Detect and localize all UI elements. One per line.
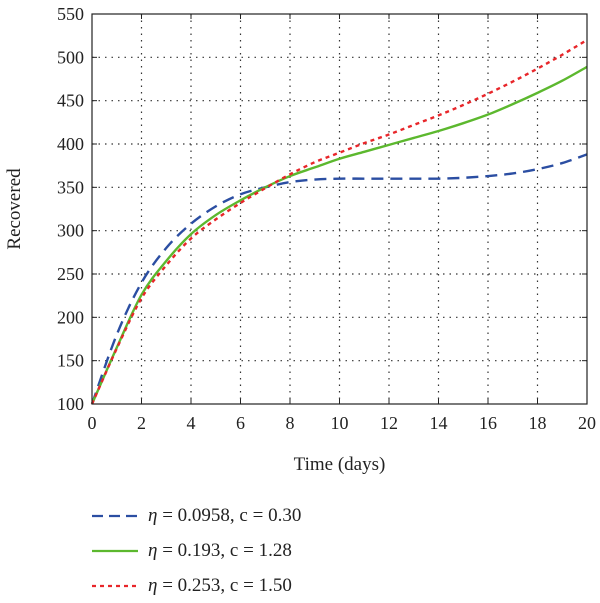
- x-tick-label: 6: [236, 413, 245, 433]
- x-axis-title: Time (days): [294, 454, 386, 475]
- series-line-1: [90, 153, 588, 405]
- legend-c-1: 0.30: [268, 504, 302, 526]
- y-tick-label: 300: [57, 221, 84, 241]
- legend: η = 0.0958, c = 0.30 η = 0.193, c = 1.28…: [92, 498, 301, 603]
- y-tick-label: 250: [57, 264, 84, 284]
- x-tick-label: 20: [578, 413, 596, 433]
- x-tick-label: 14: [430, 413, 448, 433]
- x-tick-label: 8: [286, 413, 295, 433]
- series-layer: [90, 38, 588, 405]
- legend-c-2: 1.28: [258, 539, 292, 561]
- legend-eta-2: 0.193: [177, 539, 221, 561]
- legend-swatch-series-2: [92, 549, 138, 552]
- legend-c-3: 1.50: [258, 574, 292, 596]
- series-line-3: [90, 38, 588, 405]
- x-tick-label: 12: [380, 413, 398, 433]
- x-tick-label: 4: [187, 413, 196, 433]
- legend-item-series-3: η = 0.253, c = 1.50: [92, 568, 301, 603]
- legend-item-series-2: η = 0.193, c = 1.28: [92, 533, 301, 568]
- legend-eta-1: 0.0958: [177, 504, 230, 526]
- y-tick-label: 150: [57, 351, 84, 371]
- legend-label-series-3: η = 0.253, c = 1.50: [148, 574, 292, 596]
- x-tick-label: 16: [479, 413, 497, 433]
- legend-swatch-series-3: [92, 584, 138, 587]
- ticks: 0 2 4 6 8 10 12 14 16 18 20 100 150 200 250 300 350 400 45…: [57, 4, 596, 433]
- y-axis-title: Recovered: [4, 168, 25, 250]
- legend-item-series-1: η = 0.0958, c = 0.30: [92, 498, 301, 533]
- x-tick-label: 2: [137, 413, 146, 433]
- legend-label-series-2: η = 0.193, c = 1.28: [148, 539, 292, 561]
- y-tick-label: 350: [57, 177, 84, 197]
- y-tick-label: 400: [57, 134, 84, 154]
- y-tick-label: 100: [57, 394, 84, 414]
- chart: 0 2 4 6 8 10 12 14 16 18 20 100 150 200 250 300 350 400 45…: [4, 4, 596, 475]
- grid: [92, 14, 587, 404]
- legend-label-series-1: η = 0.0958, c = 0.30: [148, 504, 302, 526]
- y-tick-label: 550: [57, 4, 84, 24]
- y-tick-label: 450: [57, 91, 84, 111]
- y-tick-label: 200: [57, 307, 84, 327]
- x-tick-label: 10: [331, 413, 349, 433]
- y-tick-label: 500: [57, 47, 84, 67]
- x-tick-label: 0: [88, 413, 97, 433]
- series-line-2: [90, 65, 588, 405]
- x-tick-label: 18: [529, 413, 547, 433]
- legend-eta-3: 0.253: [177, 574, 221, 596]
- legend-swatch-series-1: [92, 514, 138, 517]
